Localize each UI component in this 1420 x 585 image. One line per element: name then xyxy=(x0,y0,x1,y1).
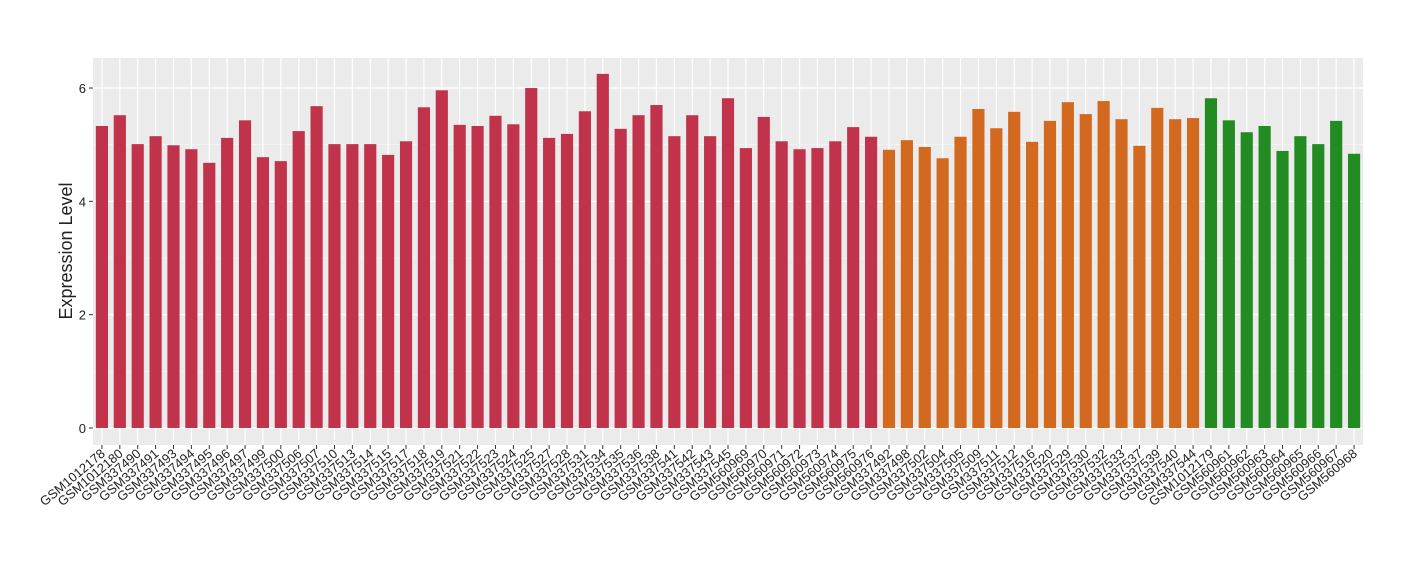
bar xyxy=(847,127,860,429)
bar xyxy=(757,116,770,429)
bar xyxy=(543,137,556,429)
bar xyxy=(793,149,806,429)
bar xyxy=(1151,107,1164,429)
bar xyxy=(686,115,699,429)
bar xyxy=(668,136,681,429)
bar xyxy=(1097,101,1110,429)
bar xyxy=(1133,145,1146,429)
bar xyxy=(1222,120,1235,429)
bar xyxy=(1347,153,1361,429)
bar xyxy=(1186,118,1200,429)
bar xyxy=(1330,120,1343,429)
bar xyxy=(650,105,663,429)
bar xyxy=(632,115,645,429)
bar xyxy=(221,137,234,429)
bar xyxy=(1169,119,1182,429)
bar xyxy=(1276,150,1289,429)
bar xyxy=(721,98,735,429)
bar xyxy=(1294,136,1307,429)
bar xyxy=(811,148,824,429)
bar xyxy=(972,108,985,429)
bar xyxy=(113,115,126,429)
bar xyxy=(882,149,896,429)
bar xyxy=(1258,125,1271,429)
bar xyxy=(578,111,591,429)
bar xyxy=(614,128,627,429)
bar xyxy=(203,162,216,429)
bar xyxy=(954,136,967,429)
bar xyxy=(865,136,878,429)
bar xyxy=(292,131,305,429)
bar xyxy=(417,107,430,429)
bar xyxy=(1240,132,1253,429)
y-tick-label: 2 xyxy=(79,308,86,323)
bar xyxy=(1115,119,1128,429)
bar xyxy=(185,149,198,429)
bar xyxy=(1079,114,1092,429)
bar xyxy=(310,106,323,429)
bar xyxy=(167,145,180,429)
bar xyxy=(1026,141,1039,429)
y-axis-title: Expression Level xyxy=(56,182,76,319)
bar xyxy=(453,124,466,429)
bar xyxy=(1061,102,1074,429)
bar xyxy=(328,144,341,429)
y-tick-label: 4 xyxy=(79,194,86,209)
bar xyxy=(560,133,574,429)
bar xyxy=(346,144,359,429)
bar xyxy=(775,141,788,429)
bar xyxy=(936,158,949,429)
bar xyxy=(95,125,109,429)
bar xyxy=(525,88,538,429)
bar xyxy=(1043,120,1057,429)
bar xyxy=(704,136,717,429)
bar xyxy=(507,124,520,429)
bar xyxy=(489,115,502,429)
y-tick-label: 6 xyxy=(79,81,86,96)
bar xyxy=(918,146,931,429)
bar xyxy=(364,144,377,429)
bar xyxy=(596,73,609,429)
bar xyxy=(1008,111,1021,429)
bar xyxy=(1204,98,1218,429)
bar xyxy=(399,141,413,429)
bar xyxy=(471,125,484,429)
bar xyxy=(382,154,395,429)
bar xyxy=(990,128,1003,429)
bar xyxy=(1312,144,1325,429)
bar xyxy=(435,90,448,429)
bar xyxy=(274,161,287,429)
bar xyxy=(900,140,913,429)
bar xyxy=(256,157,270,429)
y-tick-label: 0 xyxy=(79,421,86,436)
bar xyxy=(149,136,162,429)
bar xyxy=(829,141,842,429)
bar xyxy=(238,120,252,429)
bar xyxy=(739,148,752,429)
bar xyxy=(131,144,144,429)
